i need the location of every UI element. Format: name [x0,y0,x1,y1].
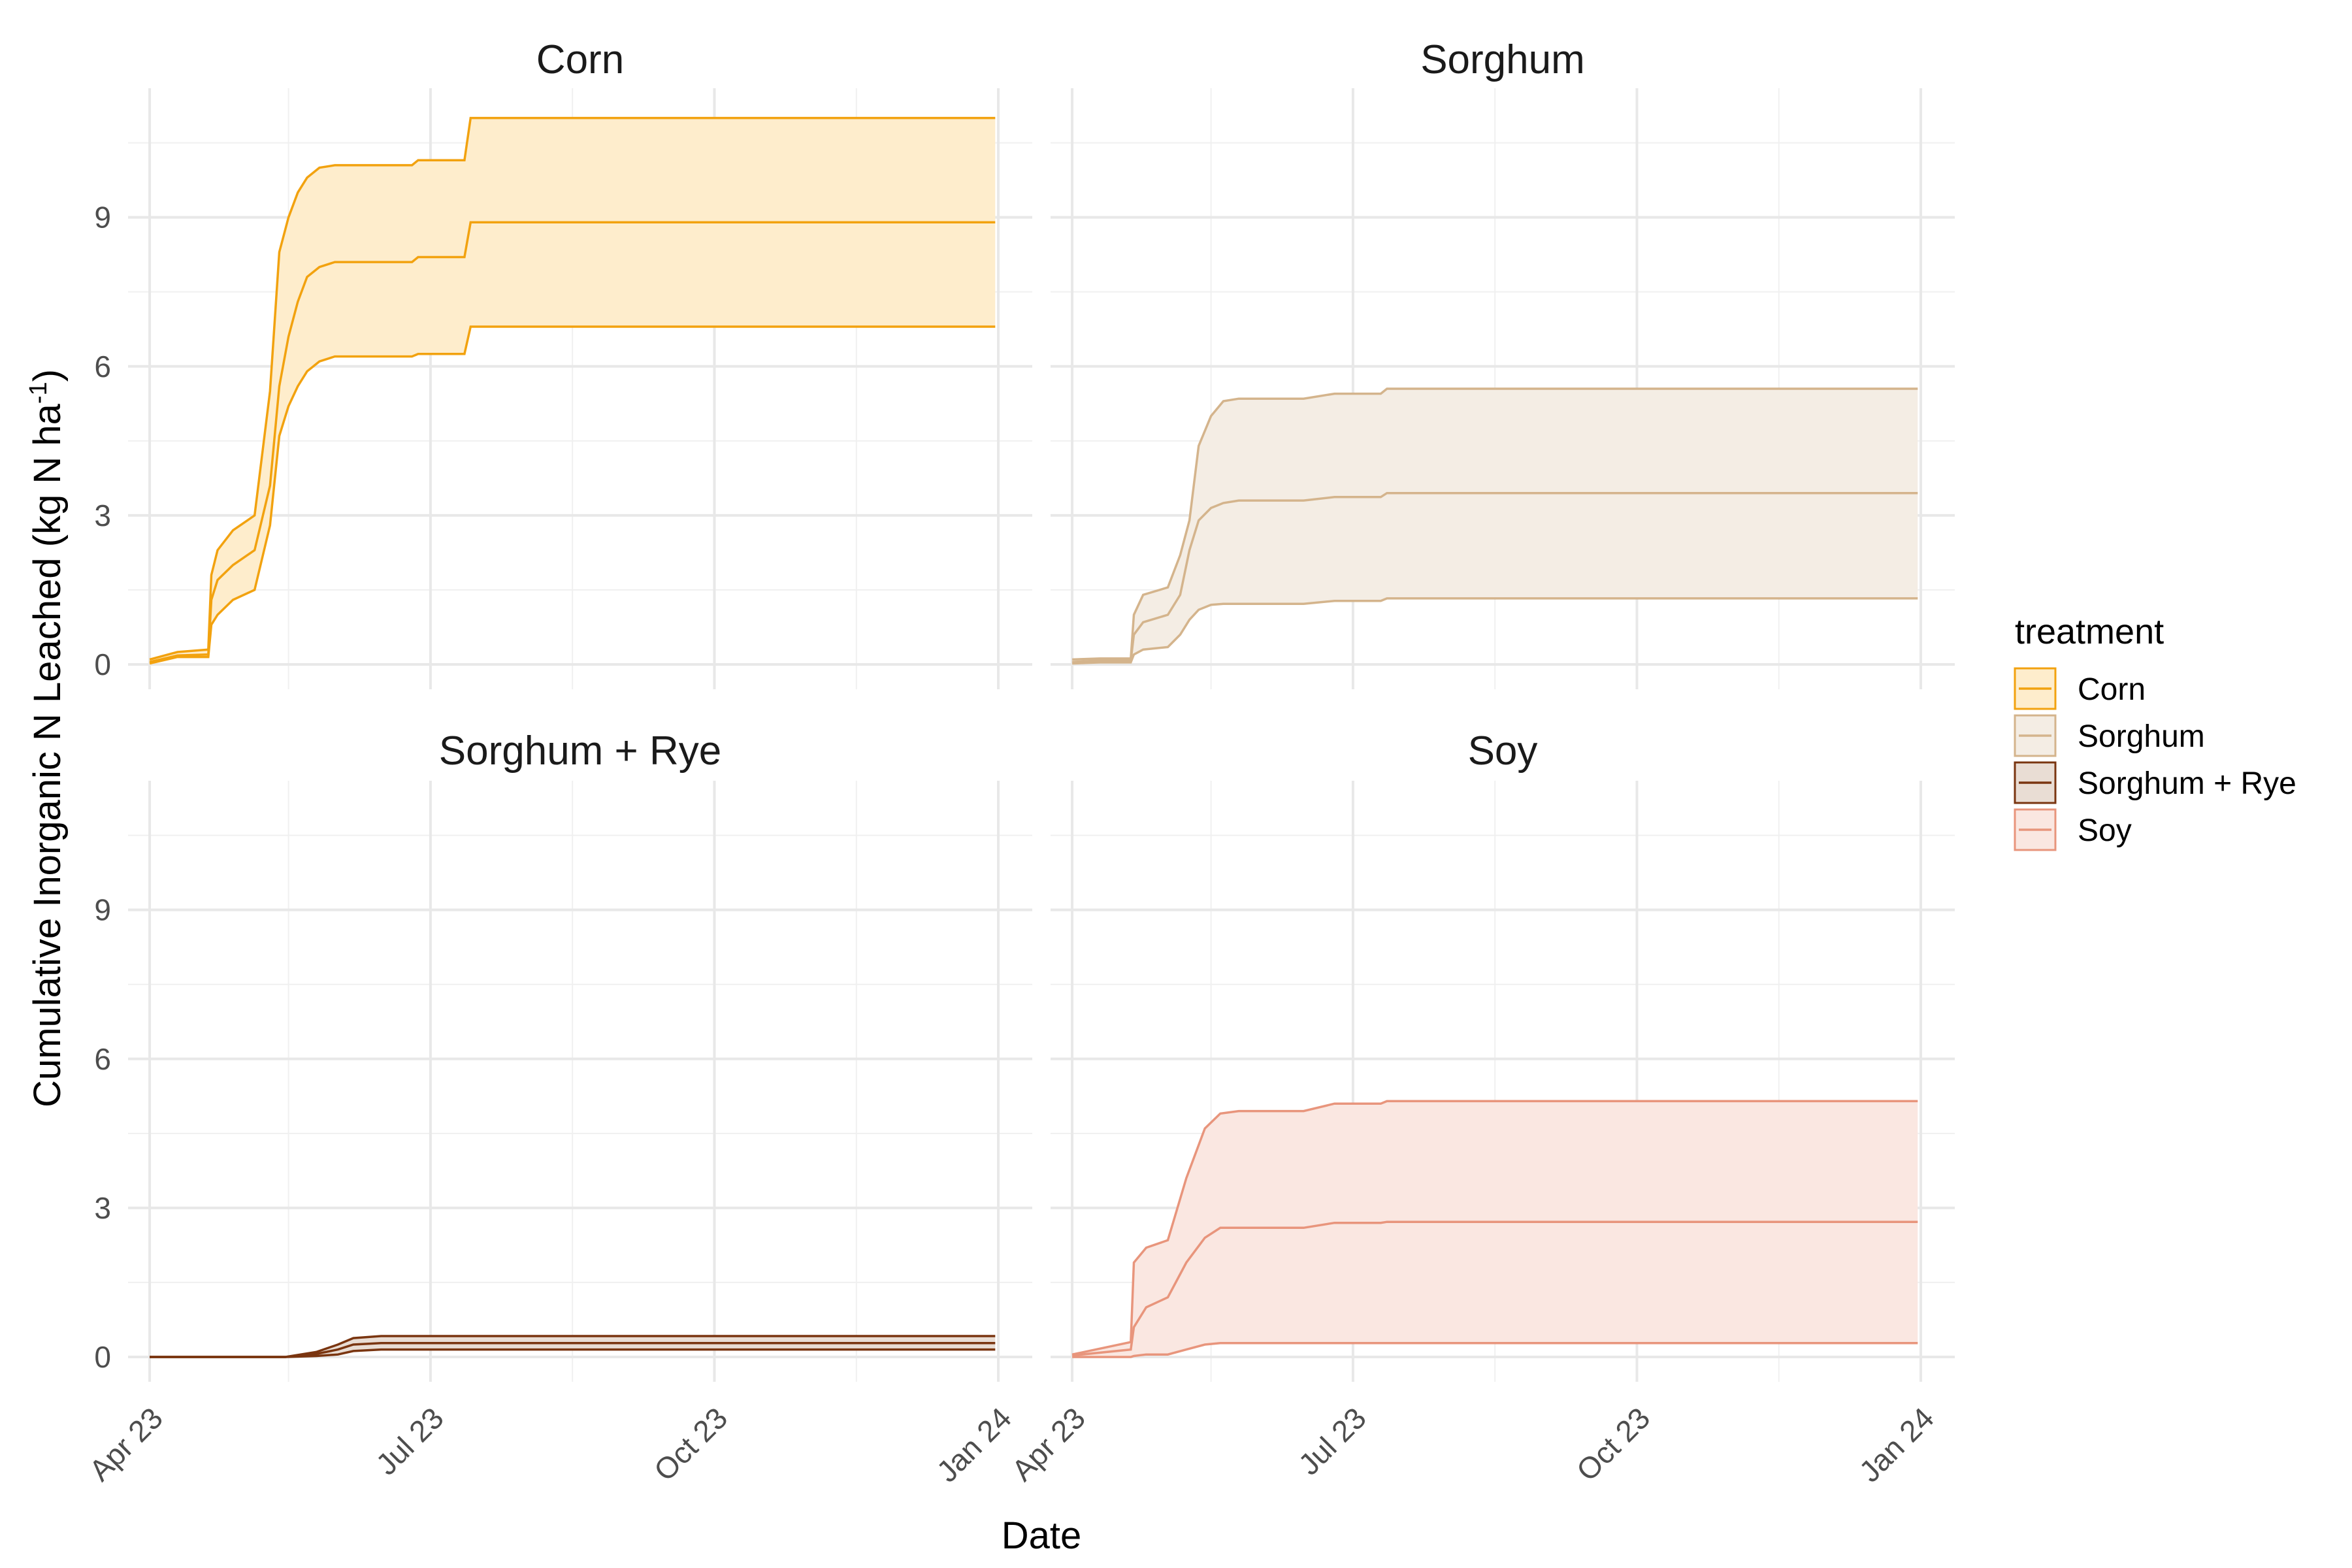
ribbon-area [1072,1101,1918,1357]
ribbon-area [150,1336,996,1357]
y-tick-label: 9 [94,893,111,927]
y-tick-label: 9 [94,201,111,235]
y-tick-label: 3 [94,1191,111,1225]
series-line-lower [150,1348,996,1358]
legend-label: Sorghum + Rye [2078,766,2296,801]
legend-item-sorghum: Sorghum [2014,714,2205,757]
legend-title: treatment [2015,612,2164,651]
y-tick-label: 0 [94,647,111,681]
x-tick-label: Apr 23 [82,1401,169,1488]
series-line-lower [149,325,996,665]
y-tick-label: 0 [94,1340,111,1374]
ribbon-area [150,118,996,664]
ribbon-area [1072,389,1918,664]
y-tick-label: 3 [94,498,111,532]
panel-title: Corn [536,37,624,82]
series-line-upper [149,116,996,661]
series-line-middle [149,221,996,663]
y-axis-title: Cumulative Inorganic N Leached (kg N ha-… [25,369,69,1107]
panel-title: Sorghum + Rye [439,728,722,774]
legend-item-corn: Corn [2014,667,2146,710]
legend-label: Soy [2078,813,2132,848]
y-axis-title-sup: -1 [25,382,52,404]
panel-corn: Corn 0 3 6 9 [94,37,1032,689]
y-tick-label: 6 [94,350,111,384]
x-tick-label: Jan 24 [930,1401,1017,1488]
x-tick-label: Apr 23 [1005,1401,1092,1488]
series-line-upper [1071,1100,1918,1356]
series-line-upper [1072,387,1918,661]
panel-title: Soy [1468,728,1538,774]
y-axis-title-main: Cumulative Inorganic N Leached (kg N ha [26,403,69,1107]
legend-item-sorghum-rye: Sorghum + Rye [2014,761,2296,804]
facet-panels: Corn 0 3 6 9 Sorghum Sorghum + Rye 0 3 6 9 Apr 23 Ju… [82,37,1955,1489]
y-tick-label: 6 [94,1042,111,1076]
panel-sorghum: Sorghum [1051,37,1955,689]
legend-item-soy: Soy [2014,808,2132,851]
series-line-middle [1071,1220,1918,1357]
legend: treatment Corn Sorghum Sorghum + Rye Soy [2014,612,2296,851]
panel-soy: Soy Apr 23 Jul 23 Oct 23 Jan 24 [1005,728,1955,1489]
y-axis-title-close: ) [26,369,69,382]
series-line-lower [1072,597,1918,665]
x-tick-label: Jan 24 [1852,1401,1940,1488]
panel-title: Sorghum [1420,37,1585,82]
x-tick-label: Jul 23 [1292,1401,1373,1482]
x-tick-label: Jul 23 [369,1401,450,1482]
x-axis-title: Date [1002,1514,1082,1557]
x-tick-label: Oct 23 [647,1401,734,1488]
series-line-lower [1072,1341,1918,1358]
series-line-middle [1072,491,1918,663]
panel-sorghum-rye: Sorghum + Rye 0 3 6 9 Apr 23 Jul 23 Oct 23 Jan 2… [82,728,1032,1489]
x-tick-label: Oct 23 [1570,1401,1657,1488]
legend-label: Sorghum [2078,719,2205,754]
legend-label: Corn [2078,672,2146,707]
